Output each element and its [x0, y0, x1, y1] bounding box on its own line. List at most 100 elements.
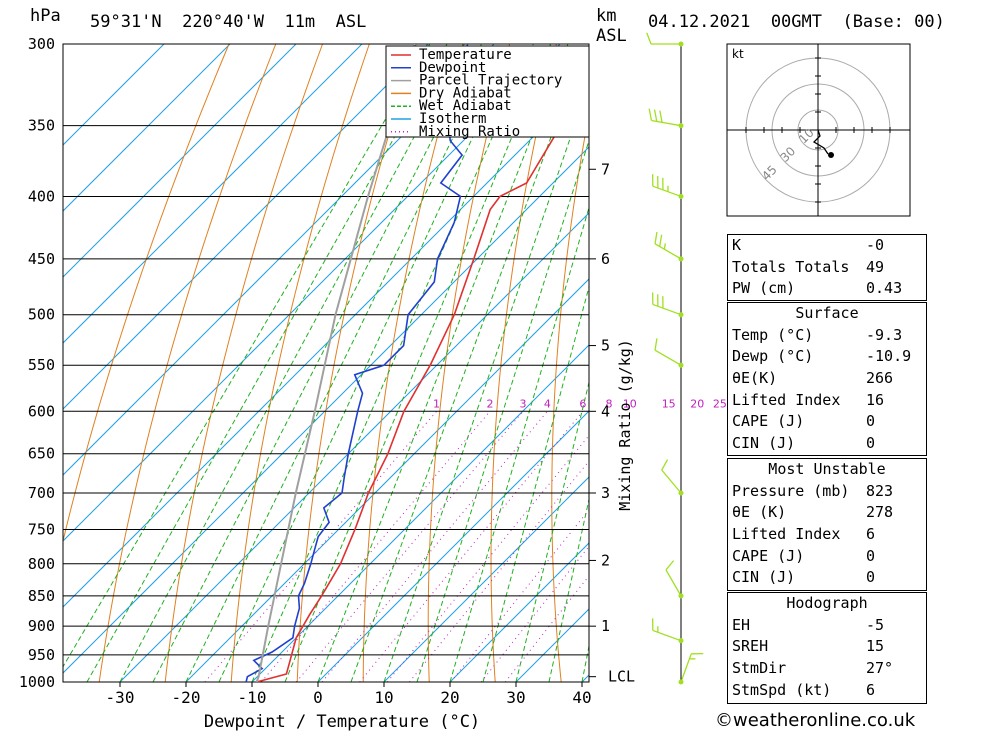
- wind-barb-staff: [652, 303, 682, 316]
- wind-barb-dot: [678, 490, 684, 496]
- wet-adiabat-line: [350, 44, 586, 682]
- wind-barb-flag: [646, 32, 652, 45]
- wet-adiabat-line: [548, 497, 589, 682]
- x-tick-label: 10: [374, 688, 393, 707]
- mu-li-label: Lifted Index: [732, 525, 841, 544]
- dry-adiabat-line: [551, 111, 589, 682]
- wet-adiabat-line: [185, 44, 500, 682]
- mixing-ratio-label: 2: [486, 397, 493, 410]
- isotherm-line: [63, 44, 297, 278]
- wet-adiabat-line: [86, 44, 448, 682]
- x-axis-title: Dewpoint / Temperature (°C): [204, 712, 480, 732]
- isotherm-line: [119, 212, 589, 682]
- x-tick-label: 20: [440, 688, 459, 707]
- eh-value: -5: [866, 615, 885, 634]
- hodo-title: Hodograph: [786, 594, 868, 612]
- dry-adiabat-line: [164, 44, 324, 682]
- wind-barb-flag: [654, 231, 658, 244]
- hodograph-trace: [812, 129, 829, 155]
- isotherm-line: [317, 410, 589, 682]
- sreh-label: SREH: [732, 637, 769, 656]
- stmspd-value: 6: [866, 680, 876, 699]
- wind-barb-flag: [663, 243, 666, 250]
- mixing-ratio-label: 6: [579, 397, 586, 410]
- datetime-title: 04.12.2021 00GMT (Base: 00): [648, 12, 945, 32]
- hodograph-storm-motion: [828, 152, 834, 158]
- pressure-tick-label: 900: [28, 617, 55, 635]
- stmdir-value: 27°: [866, 659, 894, 678]
- pw-value: 0.43: [866, 279, 903, 298]
- mixing-ratio-line: [321, 410, 548, 682]
- cin-value: 0: [866, 434, 876, 453]
- isotherm-line: [63, 44, 561, 542]
- location-title: 59°31'N 220°40'W 11m ASL: [90, 12, 367, 32]
- stmdir-label: StmDir: [732, 659, 787, 678]
- wind-barb-flag: [659, 110, 663, 123]
- legend-entry: Dry Adiabat: [419, 85, 512, 101]
- isotherm-line: [251, 344, 589, 682]
- isotherm-line: [63, 44, 231, 212]
- mixing-ratio-label: 20: [690, 397, 704, 410]
- mu-cin-value: 0: [866, 568, 876, 587]
- mu-pressure-label: Pressure (mb): [732, 481, 850, 500]
- wind-barb-flag: [648, 108, 653, 121]
- mu-theta-label: θE (K): [732, 503, 787, 522]
- cape-label: CAPE (J): [732, 412, 805, 431]
- wind-profile: [646, 32, 704, 685]
- mixing-ratio-line: [386, 434, 589, 682]
- mu-cin-label: CIN (J): [732, 568, 796, 587]
- hodograph-panel: Hodograph EH -5 SREH 15 StmDir 27° StmSpd (…: [727, 592, 927, 704]
- wind-barb-staff: [654, 243, 682, 260]
- isotherm-line: [449, 542, 589, 682]
- legend-entry: Dewpoint: [419, 60, 486, 76]
- wind-barb-dot: [678, 193, 684, 199]
- mixing-ratio-label: 3: [520, 397, 527, 410]
- wet-adiabat-line: [251, 44, 534, 682]
- dry-adiabat-line: [296, 44, 417, 682]
- most-unstable-panel: Most Unstable Pressure (mb) 823 θE (K) 278…: [727, 458, 927, 591]
- k-value: -0: [866, 236, 885, 254]
- pressure-tick-label: 300: [28, 35, 55, 53]
- isotherm-line: [63, 44, 165, 146]
- km-tick-label: 3: [601, 484, 610, 502]
- wind-barb-dot: [678, 362, 684, 368]
- isotherm-line: [383, 476, 589, 682]
- pressure-tick-label: 850: [28, 587, 55, 605]
- mixing-ratio-label: 25: [713, 397, 727, 410]
- legend-entry: Isotherm: [419, 111, 486, 127]
- pressure-tick-label: 500: [28, 306, 55, 324]
- temp-label: Temp (°C): [732, 325, 814, 344]
- chart-labels: 1 2 3 4 6 8 10 15 20 2530035040045050055060065070…: [19, 35, 727, 732]
- mixing-ratio-label: 10: [623, 397, 637, 410]
- wind-barb-dot: [678, 679, 684, 685]
- mu-theta-value: 278: [866, 503, 894, 522]
- wind-barb-dot: [678, 41, 684, 47]
- hodograph-unit-label: kt: [732, 47, 744, 61]
- km-tick-label: 7: [601, 160, 610, 178]
- dry-adiabat-line: [63, 44, 230, 544]
- km-label: km: [596, 6, 617, 26]
- cin-label: CIN (J): [732, 434, 796, 453]
- isotherm-line: [63, 146, 589, 674]
- mu-cape-value: 0: [866, 546, 876, 565]
- wind-barb-flag: [654, 338, 658, 351]
- km-tick-label: 6: [601, 250, 610, 268]
- pw-label: PW (cm): [732, 279, 796, 298]
- pressure-tick-label: 350: [28, 117, 55, 135]
- asl-label: ASL: [596, 26, 627, 46]
- isotherm-line: [63, 44, 363, 344]
- mixing-ratio-line: [450, 509, 589, 682]
- tt-label: Totals Totals: [732, 257, 850, 276]
- dewp-value: -10.9: [866, 347, 912, 366]
- mu-pressure-value: 823: [866, 481, 894, 500]
- stmspd-label: StmSpd (kt): [732, 680, 832, 699]
- li-value: 16: [866, 390, 885, 409]
- copyright-link[interactable]: ©weatheronline.co.uk: [715, 710, 916, 731]
- x-tick-label: 30: [506, 688, 525, 707]
- km-tick-label: 5: [601, 337, 610, 355]
- k-label: K: [732, 236, 742, 254]
- x-tick-label: -10: [238, 688, 267, 707]
- pressure-tick-label: 400: [28, 187, 55, 205]
